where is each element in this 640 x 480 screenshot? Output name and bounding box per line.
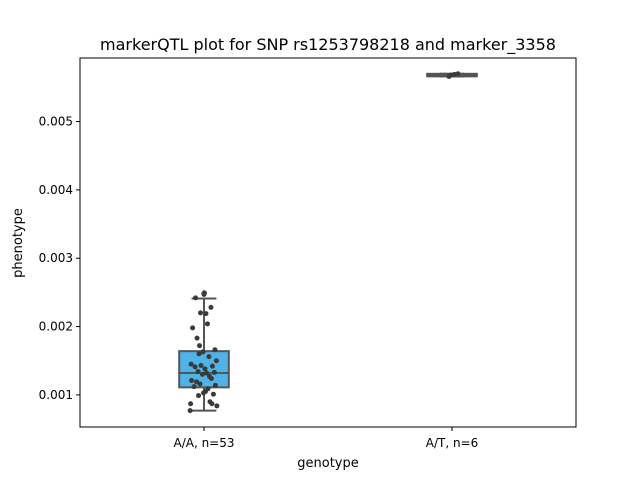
data-point — [208, 375, 214, 381]
data-point — [201, 290, 207, 296]
data-point — [198, 310, 204, 316]
plot-area — [80, 58, 576, 427]
data-point — [209, 401, 215, 407]
data-point — [203, 370, 209, 376]
data-point — [195, 369, 201, 375]
x-axis-label: genotype — [297, 456, 358, 471]
data-point — [187, 408, 193, 414]
y-tick-label: 0.001 — [39, 388, 73, 402]
data-point — [191, 384, 197, 390]
data-point — [190, 325, 196, 331]
data-point — [188, 401, 194, 407]
data-point — [202, 388, 208, 394]
data-point — [212, 382, 218, 388]
data-point — [189, 378, 195, 384]
x-tick-label: A/A, n=53 — [173, 436, 234, 450]
data-point — [192, 364, 198, 370]
data-point — [213, 358, 219, 364]
chart-title: markerQTL plot for SNP rs1253798218 and … — [100, 35, 556, 55]
data-point — [212, 347, 218, 353]
x-axis: A/A, n=53 A/T, n=6 — [173, 427, 478, 450]
x-tick-label: A/T, n=6 — [426, 436, 479, 450]
data-point — [200, 371, 206, 377]
data-point — [202, 366, 208, 372]
data-point — [196, 393, 202, 399]
data-point — [200, 349, 206, 355]
data-point — [211, 369, 217, 375]
y-tick-label: 0.002 — [39, 320, 73, 334]
plot-frame — [79, 57, 577, 428]
y-tick-label: 0.005 — [39, 115, 73, 129]
y-tick-label: 0.004 — [39, 183, 73, 197]
y-tick-label: 0.003 — [39, 251, 73, 265]
data-point — [188, 361, 194, 367]
strip-points — [187, 71, 461, 414]
data-point — [193, 295, 199, 301]
data-point — [210, 391, 216, 397]
data-point — [204, 321, 210, 327]
data-point — [208, 304, 214, 310]
data-point — [194, 335, 200, 341]
data-point — [455, 71, 461, 77]
data-point — [198, 363, 204, 368]
data-point — [203, 311, 209, 317]
y-axis: 0.001 0.002 0.003 0.004 0.005 — [39, 115, 80, 402]
data-point — [209, 363, 215, 369]
data-point — [214, 403, 220, 409]
y-axis-label: phenotype — [11, 208, 26, 278]
data-point — [197, 381, 203, 387]
data-point — [197, 343, 203, 349]
data-point — [206, 354, 212, 360]
data-point — [196, 351, 202, 357]
